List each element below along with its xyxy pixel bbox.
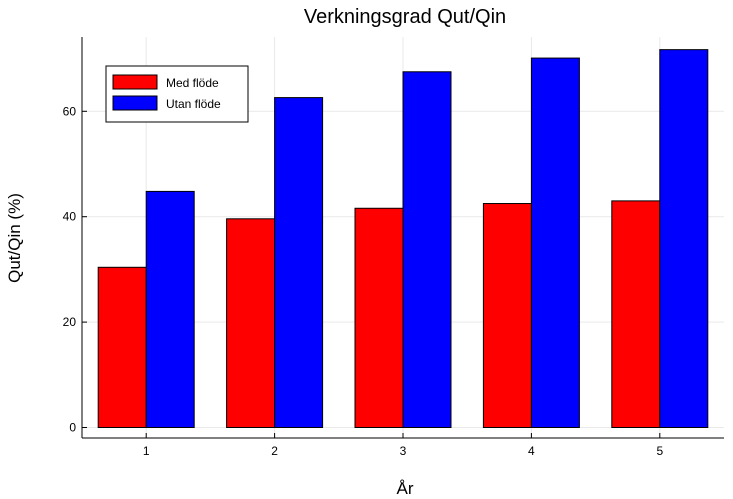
bar-med-flode-2 [226,218,276,428]
bar-utan-flode-5 [659,49,709,429]
x-tick-label: 4 [528,444,535,458]
bar-med-flode-5 [611,200,661,428]
legend-swatch-med-flode [112,74,158,90]
bar-med-flode-3 [354,207,404,428]
x-tick-label: 2 [271,444,278,458]
x-tick-label: 5 [656,444,663,458]
legend-box [105,65,249,123]
y-tick-label: 60 [63,104,77,118]
y-tick-label: 0 [69,421,76,435]
chart-title: Verkningsgrad Qut/Qin [304,6,506,28]
bar-utan-flode-3 [402,71,452,429]
bar-utan-flode-4 [530,57,580,429]
legend: Med flöde Utan flöde [105,65,249,123]
y-tick-label: 20 [63,315,77,329]
legend-label-utan-flode: Utan flöde [166,97,221,111]
bars [97,49,709,429]
x-axis-label: År [397,479,414,498]
y-axis-label: Qut/Qin (%) [5,193,24,283]
bar-utan-flode-2 [274,97,324,429]
legend-swatch-utan-flode [112,95,158,111]
bar-med-flode-1 [97,266,147,428]
legend-label-med-flode: Med flöde [166,76,219,90]
tick-labels: 0 20 40 60 1 2 3 4 5 [63,104,664,458]
x-tick-label: 1 [143,444,150,458]
y-tick-label: 40 [63,210,77,224]
bar-med-flode-4 [482,203,532,428]
bar-utan-flode-1 [145,190,195,428]
x-tick-label: 3 [400,444,407,458]
